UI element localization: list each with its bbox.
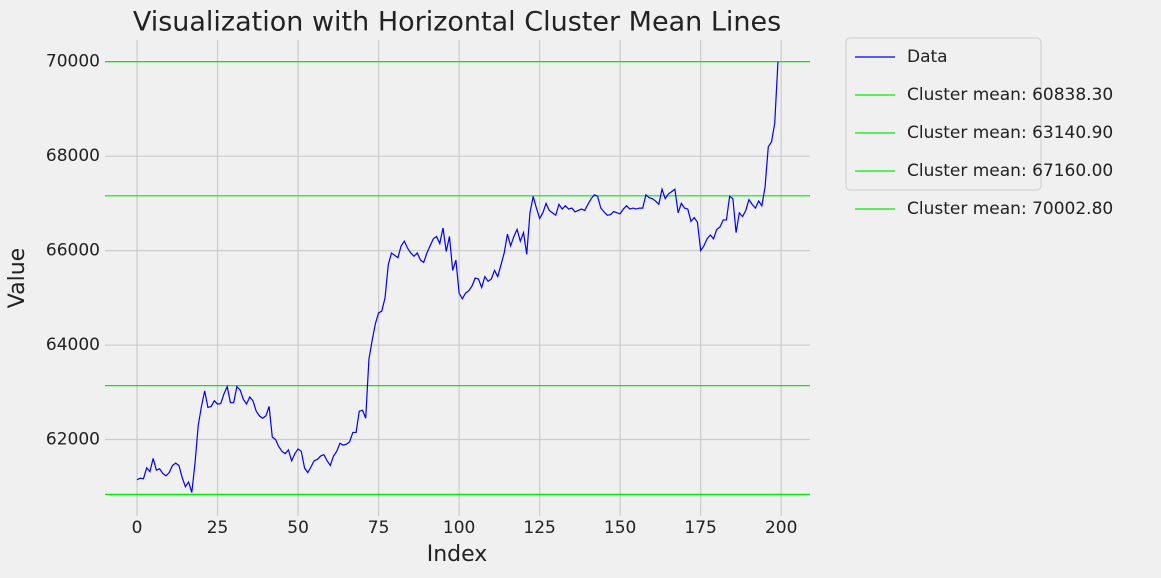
x-tick-label: 125 bbox=[523, 518, 555, 538]
legend-box bbox=[845, 37, 1042, 191]
x-tick-label: 75 bbox=[368, 518, 390, 538]
x-tick-label: 25 bbox=[207, 518, 229, 538]
chart-title: Visualization with Horizontal Cluster Me… bbox=[133, 7, 781, 38]
y-tick-label: 64000 bbox=[46, 335, 100, 355]
y-tick-label: 68000 bbox=[46, 146, 100, 166]
legend-label: Data bbox=[907, 47, 948, 67]
x-tick-label: 150 bbox=[604, 518, 636, 538]
x-tick-label: 50 bbox=[287, 518, 309, 538]
x-tick-label: 200 bbox=[765, 518, 797, 538]
legend-label: Cluster mean: 67160.00 bbox=[907, 161, 1113, 181]
x-tick-label: 0 bbox=[132, 518, 143, 538]
data-line bbox=[136, 61, 779, 493]
y-tick-label: 62000 bbox=[46, 430, 100, 450]
y-axis-label: Value bbox=[5, 248, 30, 308]
legend-label: Cluster mean: 70002.80 bbox=[907, 199, 1113, 219]
x-axis-label: Index bbox=[427, 542, 488, 567]
x-tick-label: 100 bbox=[443, 518, 475, 538]
y-tick-label: 70000 bbox=[46, 52, 100, 72]
y-tick-label: 66000 bbox=[46, 241, 100, 261]
legend-label: Cluster mean: 63140.90 bbox=[907, 123, 1113, 143]
x-tick-label: 175 bbox=[684, 518, 716, 538]
legend-label: Cluster mean: 60838.30 bbox=[907, 85, 1113, 105]
